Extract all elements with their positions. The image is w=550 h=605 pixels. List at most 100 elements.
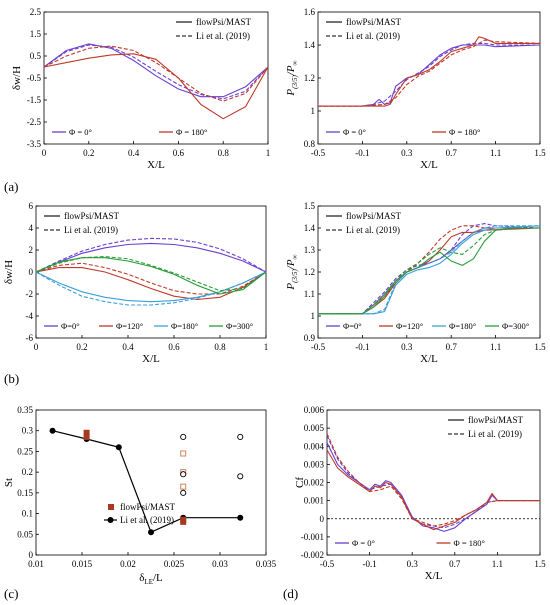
series-line-b-left-7 [35, 256, 267, 292]
y-tick-label-c: 0.25 [17, 446, 33, 456]
y-axis-label-slash-a-right: /P [285, 65, 297, 76]
x-tick-label-a-left: 1 [266, 148, 271, 158]
x-tick-label-c: 0.03 [212, 559, 228, 569]
series-line-b-left-5 [35, 271, 267, 306]
legend-style-label-d: Li et al. (2019) [468, 429, 522, 439]
series-line-b-right-7 [318, 227, 540, 315]
x-axis-label-c: δLE/L [139, 572, 163, 586]
open-circle-c [180, 489, 187, 496]
y-tick-label-a-right: 1.6 [304, 7, 316, 17]
x-tick-label-b-right: 1.1 [490, 342, 501, 352]
legend-phase-label-d: Φ = 0° [352, 538, 375, 548]
legend-label-flowpsi-c: flowPsi/MAST [120, 502, 176, 512]
legend-phase-label-b-right: Φ=0° [343, 321, 362, 331]
x-tick-label-a-right: -0.5 [311, 148, 326, 158]
series-line-b-right-3 [318, 225, 540, 315]
x-axis-label-rest-c: /L [153, 572, 163, 584]
series-line-b-left-0 [35, 242, 267, 273]
li-point-c [237, 514, 244, 521]
x-tick-label-a-left: 0.2 [83, 148, 94, 158]
y-tick-label-c: 0.35 [17, 405, 33, 415]
legend-style-label-a-left: flowPsi/MAST [196, 17, 252, 27]
y-tick-label-d: 0.001 [304, 496, 324, 506]
legend-style-label-a-left: Li et al. (2019) [196, 31, 250, 41]
x-axis-label-d: X/L [425, 570, 443, 582]
panel-label-b: (b) [4, 371, 19, 386]
y-tick-label-a-right: 1.4 [304, 40, 316, 50]
y-tick-label-b-right: 1.4 [304, 223, 316, 233]
series-line-b-right-6 [318, 227, 540, 315]
series-line-d-2 [326, 449, 540, 531]
y-tick-label-b-right: 1.3 [304, 245, 316, 255]
legend-phase-label-b-left: Φ=300° [226, 321, 253, 331]
y-tick-label-d: 0.006 [304, 405, 325, 415]
x-axis-label-b-left: X/L [142, 353, 160, 365]
y-axis-label-c: St [3, 478, 15, 487]
series-line-a-right-2 [318, 36, 540, 107]
flowpsi-square-c [83, 433, 90, 440]
x-tick-label-a-right: 1.5 [534, 148, 546, 158]
legend-phase-label-a-left: Φ = 0° [69, 127, 92, 137]
legend-phase-label-b-left: Φ=180° [171, 321, 198, 331]
y-tick-label-a-right: 0.8 [304, 139, 316, 149]
legend-phase-label-b-right: Φ=180° [449, 321, 476, 331]
x-tick-label-a-right: -0.1 [355, 148, 369, 158]
y-tick-label-b-right: 1.5 [304, 201, 316, 211]
x-tick-label-b-left: 0.4 [122, 342, 134, 352]
y-axis-label-sub-a-right: (3/5) [291, 75, 299, 89]
x-tick-label-b-right: 1.5 [534, 342, 546, 352]
flowpsi-square-c [180, 518, 187, 525]
legend-phase-label-b-right: Φ=120° [396, 321, 423, 331]
plot-frame-c [35, 409, 267, 556]
legend-swatch-flowpsi-c [108, 504, 114, 510]
x-tick-label-b-left: 0.2 [76, 342, 87, 352]
x-tick-label-c: 0.015 [72, 559, 93, 569]
y-tick-label-b-left: 0 [29, 267, 34, 277]
y-tick-label-b-left: 2 [29, 245, 34, 255]
y-tick-label-b-left: 6 [29, 201, 34, 211]
series-line-a-left-0 [43, 43, 269, 98]
legend-phase-label-a-right: Φ = 0° [343, 127, 366, 137]
y-tick-label-b-left: -2 [26, 289, 34, 299]
y-tick-label-a-left: 0.5 [30, 51, 42, 61]
x-tick-label-d: -0.1 [362, 559, 376, 569]
x-tick-label-a-right: 0.7 [446, 148, 458, 158]
x-tick-label-c: 0.025 [164, 559, 185, 569]
x-tick-label-d: 0.7 [449, 559, 461, 569]
legend-style-label-b-left: flowPsi/MAST [64, 211, 120, 221]
y-tick-label-b-right: 1.2 [304, 267, 315, 277]
y-tick-label-a-left: 2.5 [30, 7, 42, 17]
y-tick-label-d: 0.004 [304, 441, 325, 451]
x-axis-label-b-right: X/L [420, 353, 438, 365]
y-tick-label-c: 0.2 [22, 467, 33, 477]
legend-label-li-c: Li et al. (2019) [120, 515, 174, 525]
li-point-c [49, 427, 56, 434]
legend-phase-label-a-right: Φ = 180° [449, 127, 480, 137]
y-axis-label-slash-b-right: /P [285, 259, 297, 270]
y-axis-label-b-left: δw/H [3, 260, 15, 284]
y-axis-label-inf-a-right: ∞ [291, 60, 299, 65]
x-tick-label-a-left: 0 [42, 148, 47, 158]
series-line-d-1 [326, 435, 540, 529]
x-tick-label-b-left: 1 [264, 342, 269, 352]
x-tick-label-b-right: -0.1 [355, 342, 369, 352]
legend-phase-label-b-right: Φ=300° [502, 321, 529, 331]
y-tick-label-d: -0.001 [301, 532, 324, 542]
x-tick-label-a-right: 0.3 [401, 148, 413, 158]
li-line-c [52, 430, 241, 534]
x-tick-label-d: -0.5 [320, 559, 335, 569]
li-point-c [148, 529, 154, 536]
legend-phase-label-b-left: Φ=0° [61, 321, 80, 331]
open-circle-c [180, 471, 187, 478]
series-line-b-left-3 [35, 262, 267, 295]
open-circle-c [180, 433, 187, 440]
y-tick-label-b-right: 1.1 [304, 289, 315, 299]
series-line-d-3 [326, 433, 540, 527]
y-axis-label-b-right: P(3/5)/P∞ [285, 254, 299, 290]
y-tick-label-c: 0.05 [17, 529, 33, 539]
y-tick-label-c: 0.15 [17, 488, 33, 498]
legend-style-label-b-right: Li et al. (2019) [346, 225, 400, 235]
y-tick-label-b-right: 0.9 [304, 333, 316, 343]
series-line-b-right-2 [318, 227, 541, 315]
y-axis-label-a-right: P(3/5)/P∞ [285, 60, 299, 96]
